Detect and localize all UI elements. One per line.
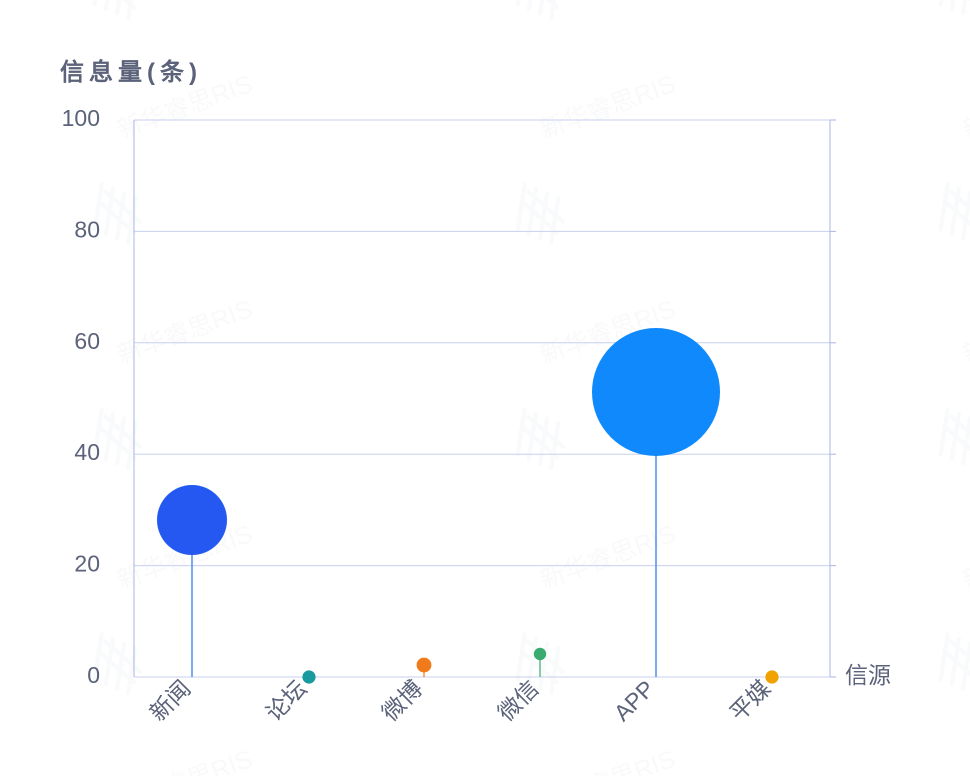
svg-text:100: 100 — [62, 105, 100, 131]
svg-text:新闻: 新闻 — [145, 675, 196, 726]
svg-text:APP: APP — [609, 675, 660, 726]
svg-text:论坛: 论坛 — [261, 675, 312, 726]
svg-text:20: 20 — [74, 551, 100, 577]
svg-text:80: 80 — [74, 216, 100, 242]
svg-text:信息量(条): 信息量(条) — [60, 58, 202, 86]
svg-text:0: 0 — [87, 662, 100, 688]
svg-text:40: 40 — [74, 439, 100, 465]
svg-text:60: 60 — [74, 328, 100, 354]
svg-text:信源: 信源 — [845, 662, 891, 688]
svg-text:微博: 微博 — [377, 675, 428, 726]
svg-text:微信: 微信 — [493, 675, 544, 726]
svg-text:平媒: 平媒 — [725, 675, 776, 726]
